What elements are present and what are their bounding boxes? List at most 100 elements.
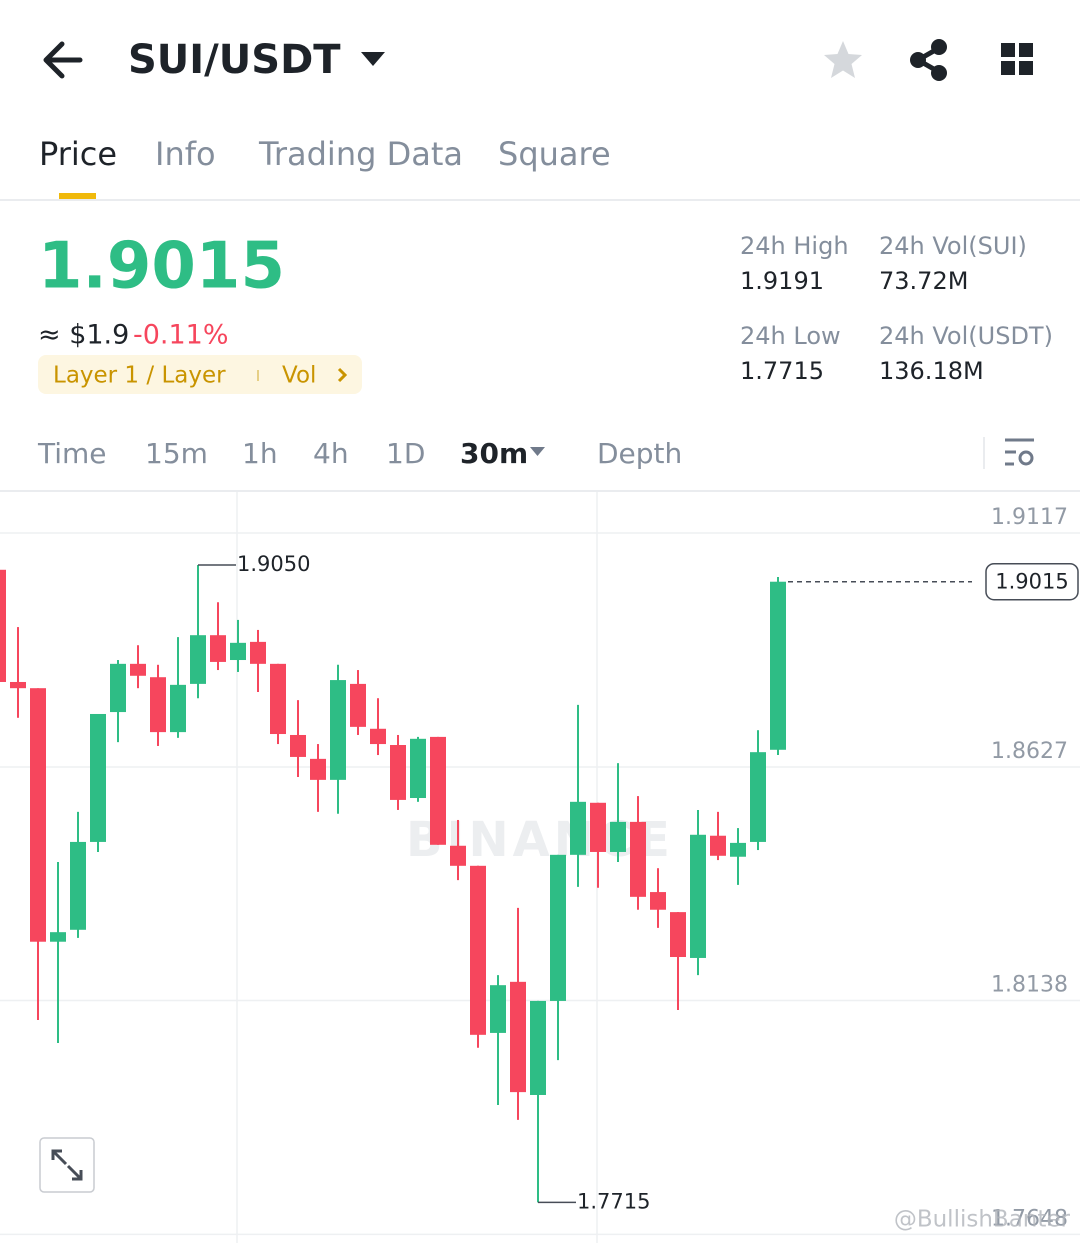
candle-body — [390, 745, 406, 800]
last-price: 1.9015 — [38, 230, 285, 304]
candle-body — [570, 801, 586, 855]
candle-body — [550, 854, 566, 1001]
tag-chevron — [337, 367, 348, 383]
candle-body — [630, 821, 646, 897]
candle-body — [750, 752, 766, 842]
share-dot — [931, 65, 947, 81]
timeframe[interactable]: Time — [37, 437, 107, 470]
tag-chip[interactable] — [38, 355, 362, 394]
candle-body — [210, 635, 226, 662]
tab-bar: Price Info Trading Data Square — [39, 135, 611, 173]
grid-menu[interactable] — [1001, 43, 1033, 75]
candle-body — [650, 892, 666, 910]
candle-body — [590, 802, 606, 852]
candle-body — [230, 642, 246, 661]
candle-body — [670, 912, 686, 958]
grid-cell — [1019, 61, 1033, 75]
candle-body — [410, 738, 426, 799]
tab[interactable]: Square — [498, 135, 611, 173]
y-tick-label: 1.8138 — [991, 972, 1068, 997]
timeframe-bar: Time 15m 1h 4h 1D 30m Depth — [37, 437, 682, 470]
stat-value: 1.7715 — [740, 357, 824, 385]
candle-body — [10, 681, 26, 689]
expand-arrow — [66, 1164, 83, 1181]
stat-label: 24h Vol(USDT) — [879, 322, 1053, 350]
back-button[interactable] — [43, 41, 83, 79]
candle-body — [770, 581, 786, 750]
share-dot — [931, 39, 947, 55]
watermark: @BullishBanter — [894, 1207, 1071, 1233]
candle-body — [270, 663, 286, 735]
candle-body — [150, 677, 166, 733]
tag-text: Layer 1 / Layer — [53, 363, 226, 389]
candle-body — [310, 758, 326, 780]
candle-body — [110, 663, 126, 713]
y-tick-label: 1.8627 — [991, 739, 1068, 764]
y-tick-label: 1.7648 — [991, 1206, 1068, 1231]
candle-body — [130, 663, 146, 676]
chart-settings[interactable] — [1005, 438, 1034, 466]
grid-cell — [1019, 43, 1033, 57]
candle-body — [170, 684, 186, 733]
candle-body — [490, 985, 506, 1033]
candle-body — [510, 981, 526, 1093]
tab[interactable]: Info — [155, 135, 216, 173]
candle-body — [690, 834, 706, 958]
timeframe[interactable]: 1h — [242, 437, 278, 470]
candle-body — [250, 641, 266, 664]
candle-body — [0, 569, 6, 682]
candle-body — [430, 736, 446, 845]
high-label: 1.9050 — [237, 552, 310, 576]
candle-body — [330, 680, 346, 780]
tag-text: Vol — [282, 363, 316, 389]
pair-dropdown[interactable] — [361, 52, 385, 66]
stat-label: 24h Low — [740, 322, 841, 350]
timeframe[interactable]: 1D — [386, 437, 425, 470]
expand-button[interactable] — [39, 1137, 95, 1193]
share-button[interactable] — [910, 39, 947, 81]
candle-body — [190, 635, 206, 684]
candlestick-chart: BINANCE 1.91171.86271.81381.76481.90501.… — [0, 492, 1080, 1243]
expand-icon — [51, 1149, 83, 1181]
pair-title[interactable]: SUI/USDT — [128, 37, 341, 83]
tab-indicator — [59, 193, 96, 199]
candle-body — [70, 841, 86, 930]
back-arrow — [43, 41, 83, 79]
candle-body — [50, 932, 66, 942]
candle-body — [450, 845, 466, 866]
candle-body — [90, 713, 106, 842]
share-dot — [910, 52, 926, 68]
expand-arrow — [51, 1149, 68, 1166]
candle-body — [730, 842, 746, 857]
timeframe-dropdown[interactable] — [530, 447, 545, 456]
candle-body — [370, 728, 386, 745]
grid-cell — [1001, 61, 1015, 75]
candle-body — [610, 821, 626, 852]
settings-gear — [1018, 450, 1034, 466]
candle-body — [350, 683, 366, 727]
stat-value: 1.9191 — [740, 267, 824, 295]
last-price-label: 1.9015 — [995, 570, 1068, 594]
candle-body — [530, 1000, 546, 1095]
candle-body — [470, 865, 486, 1035]
candle-body — [710, 835, 726, 856]
stats: 24h High 1.9191 24h Vol(SUI) 73.72M 24h … — [740, 232, 1053, 385]
candle-body — [30, 688, 46, 942]
timeframe[interactable]: 15m — [145, 437, 208, 470]
last-price-tag — [985, 562, 1079, 601]
timeframe[interactable]: 30m — [460, 437, 528, 470]
y-tick-label: 1.9117 — [991, 505, 1068, 530]
favorite-star[interactable] — [824, 41, 862, 78]
timeframe[interactable]: Depth — [597, 437, 682, 470]
tab[interactable]: Trading Data — [258, 135, 463, 173]
price-change: -0.11% — [133, 320, 229, 351]
tab[interactable]: Price — [39, 135, 117, 173]
stat-label: 24h High — [740, 232, 849, 260]
stat-label: 24h Vol(SUI) — [879, 232, 1027, 260]
candle-body — [290, 734, 306, 757]
timeframe[interactable]: 4h — [313, 437, 349, 470]
stat-value: 73.72M — [879, 267, 968, 295]
approx-price: ≈ $1.9 — [38, 320, 129, 351]
grid-cell — [1001, 43, 1015, 57]
